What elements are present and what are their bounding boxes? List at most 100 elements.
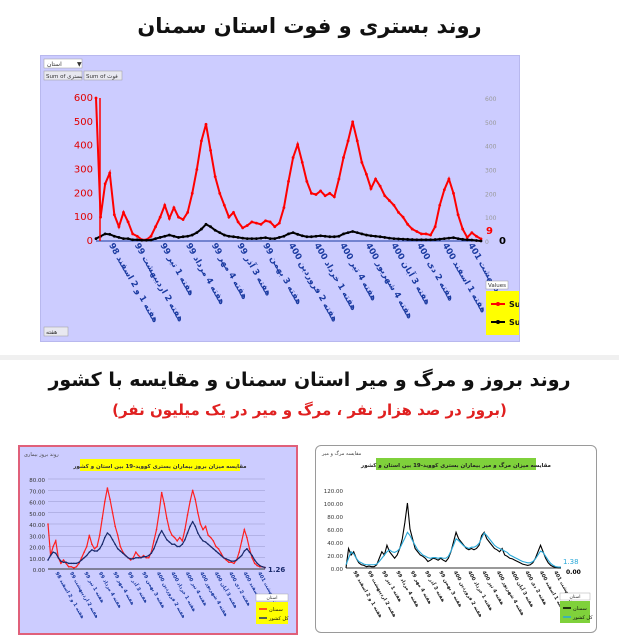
data-point (171, 534, 173, 537)
data-point (433, 238, 437, 241)
data-point (438, 237, 442, 241)
data-point (337, 177, 341, 181)
data-point (166, 517, 168, 520)
data-point (184, 528, 186, 531)
data-point (103, 182, 107, 186)
series-line (95, 97, 482, 241)
data-point (194, 498, 197, 501)
legend-label: سمنان (573, 606, 587, 612)
chart-title-box (376, 458, 536, 470)
section-divider (0, 355, 619, 360)
data-point (140, 556, 142, 559)
data-point (98, 547, 101, 550)
data-point (447, 177, 451, 181)
data-point (220, 554, 222, 557)
data-point (248, 551, 251, 553)
data-point (310, 191, 313, 195)
data-point (264, 566, 266, 569)
data-point (108, 232, 112, 236)
data-point (114, 525, 116, 528)
data-point (323, 234, 327, 238)
y-tick-label: 200 (74, 188, 93, 199)
data-point (406, 222, 410, 226)
data-point (126, 220, 130, 224)
data-point (67, 562, 70, 565)
data-point (243, 550, 246, 552)
data-point (212, 540, 215, 542)
data-point (163, 534, 166, 537)
data-point (456, 237, 460, 241)
data-point (70, 562, 73, 565)
data-point (401, 237, 405, 241)
y-tick-label: 10.00 (29, 557, 45, 563)
y-tick-label: 0.00 (331, 567, 344, 573)
data-point (109, 498, 111, 501)
data-point (101, 517, 104, 520)
main-title: روند بستری و فوت استان سمنان (137, 14, 482, 38)
legend-marker (496, 320, 500, 324)
data-point (355, 231, 359, 235)
y2-tick-label: 600 (485, 96, 497, 103)
data-point (98, 534, 101, 537)
data-point (255, 221, 258, 225)
data-point (88, 534, 91, 537)
data-point (70, 565, 73, 568)
data-point (91, 549, 93, 551)
data-point (209, 225, 212, 229)
legend-label: کل کشور (268, 616, 289, 622)
data-point (415, 238, 419, 242)
data-point (122, 211, 125, 214)
data-point (256, 564, 259, 567)
data-point (111, 538, 114, 541)
data-point (323, 194, 327, 198)
data-point (332, 195, 336, 199)
data-point (360, 232, 364, 236)
data-point (209, 536, 212, 539)
data-point (217, 547, 220, 550)
data-point (465, 236, 469, 239)
data-point (355, 139, 359, 143)
data-point (167, 233, 171, 237)
data-point (47, 559, 49, 561)
data-point (131, 238, 135, 242)
section2-title: روند بروز و مرگ و میر استان سمنان و مقای… (48, 369, 571, 391)
data-point (176, 545, 178, 548)
data-point (429, 238, 432, 242)
series-line (345, 531, 562, 568)
data-point (85, 545, 88, 548)
legend-label: کل کشور (572, 615, 593, 621)
data-point (60, 560, 62, 562)
data-point (186, 532, 189, 534)
data-point (186, 234, 190, 238)
data-point (199, 536, 202, 539)
data-point (75, 562, 78, 565)
data-point (168, 528, 171, 531)
series-line (345, 502, 561, 569)
data-point (424, 232, 428, 236)
data-point (119, 545, 122, 548)
data-point (49, 554, 52, 557)
y-tick-label: 500 (74, 117, 93, 128)
data-point (116, 547, 119, 550)
data-point (184, 538, 186, 541)
data-point (94, 96, 98, 100)
data-point (132, 558, 135, 560)
data-point (83, 551, 85, 553)
axis-field-button (43, 326, 69, 337)
y-tick-label: 80.00 (327, 515, 343, 521)
data-point (392, 237, 396, 241)
data-point (189, 525, 191, 528)
data-point (232, 235, 235, 239)
data-point (142, 555, 145, 558)
data-point (135, 234, 139, 238)
data-point (342, 232, 345, 236)
data-point (243, 528, 246, 531)
data-point (149, 238, 153, 242)
data-point (199, 523, 202, 525)
data-point (222, 203, 226, 207)
data-point (101, 543, 104, 546)
data-point (378, 184, 382, 188)
chart-title: مقایسه میزان مرگ و میر بیماران بستری کوو… (360, 461, 551, 469)
data-point (78, 561, 80, 564)
data-point (240, 554, 243, 557)
